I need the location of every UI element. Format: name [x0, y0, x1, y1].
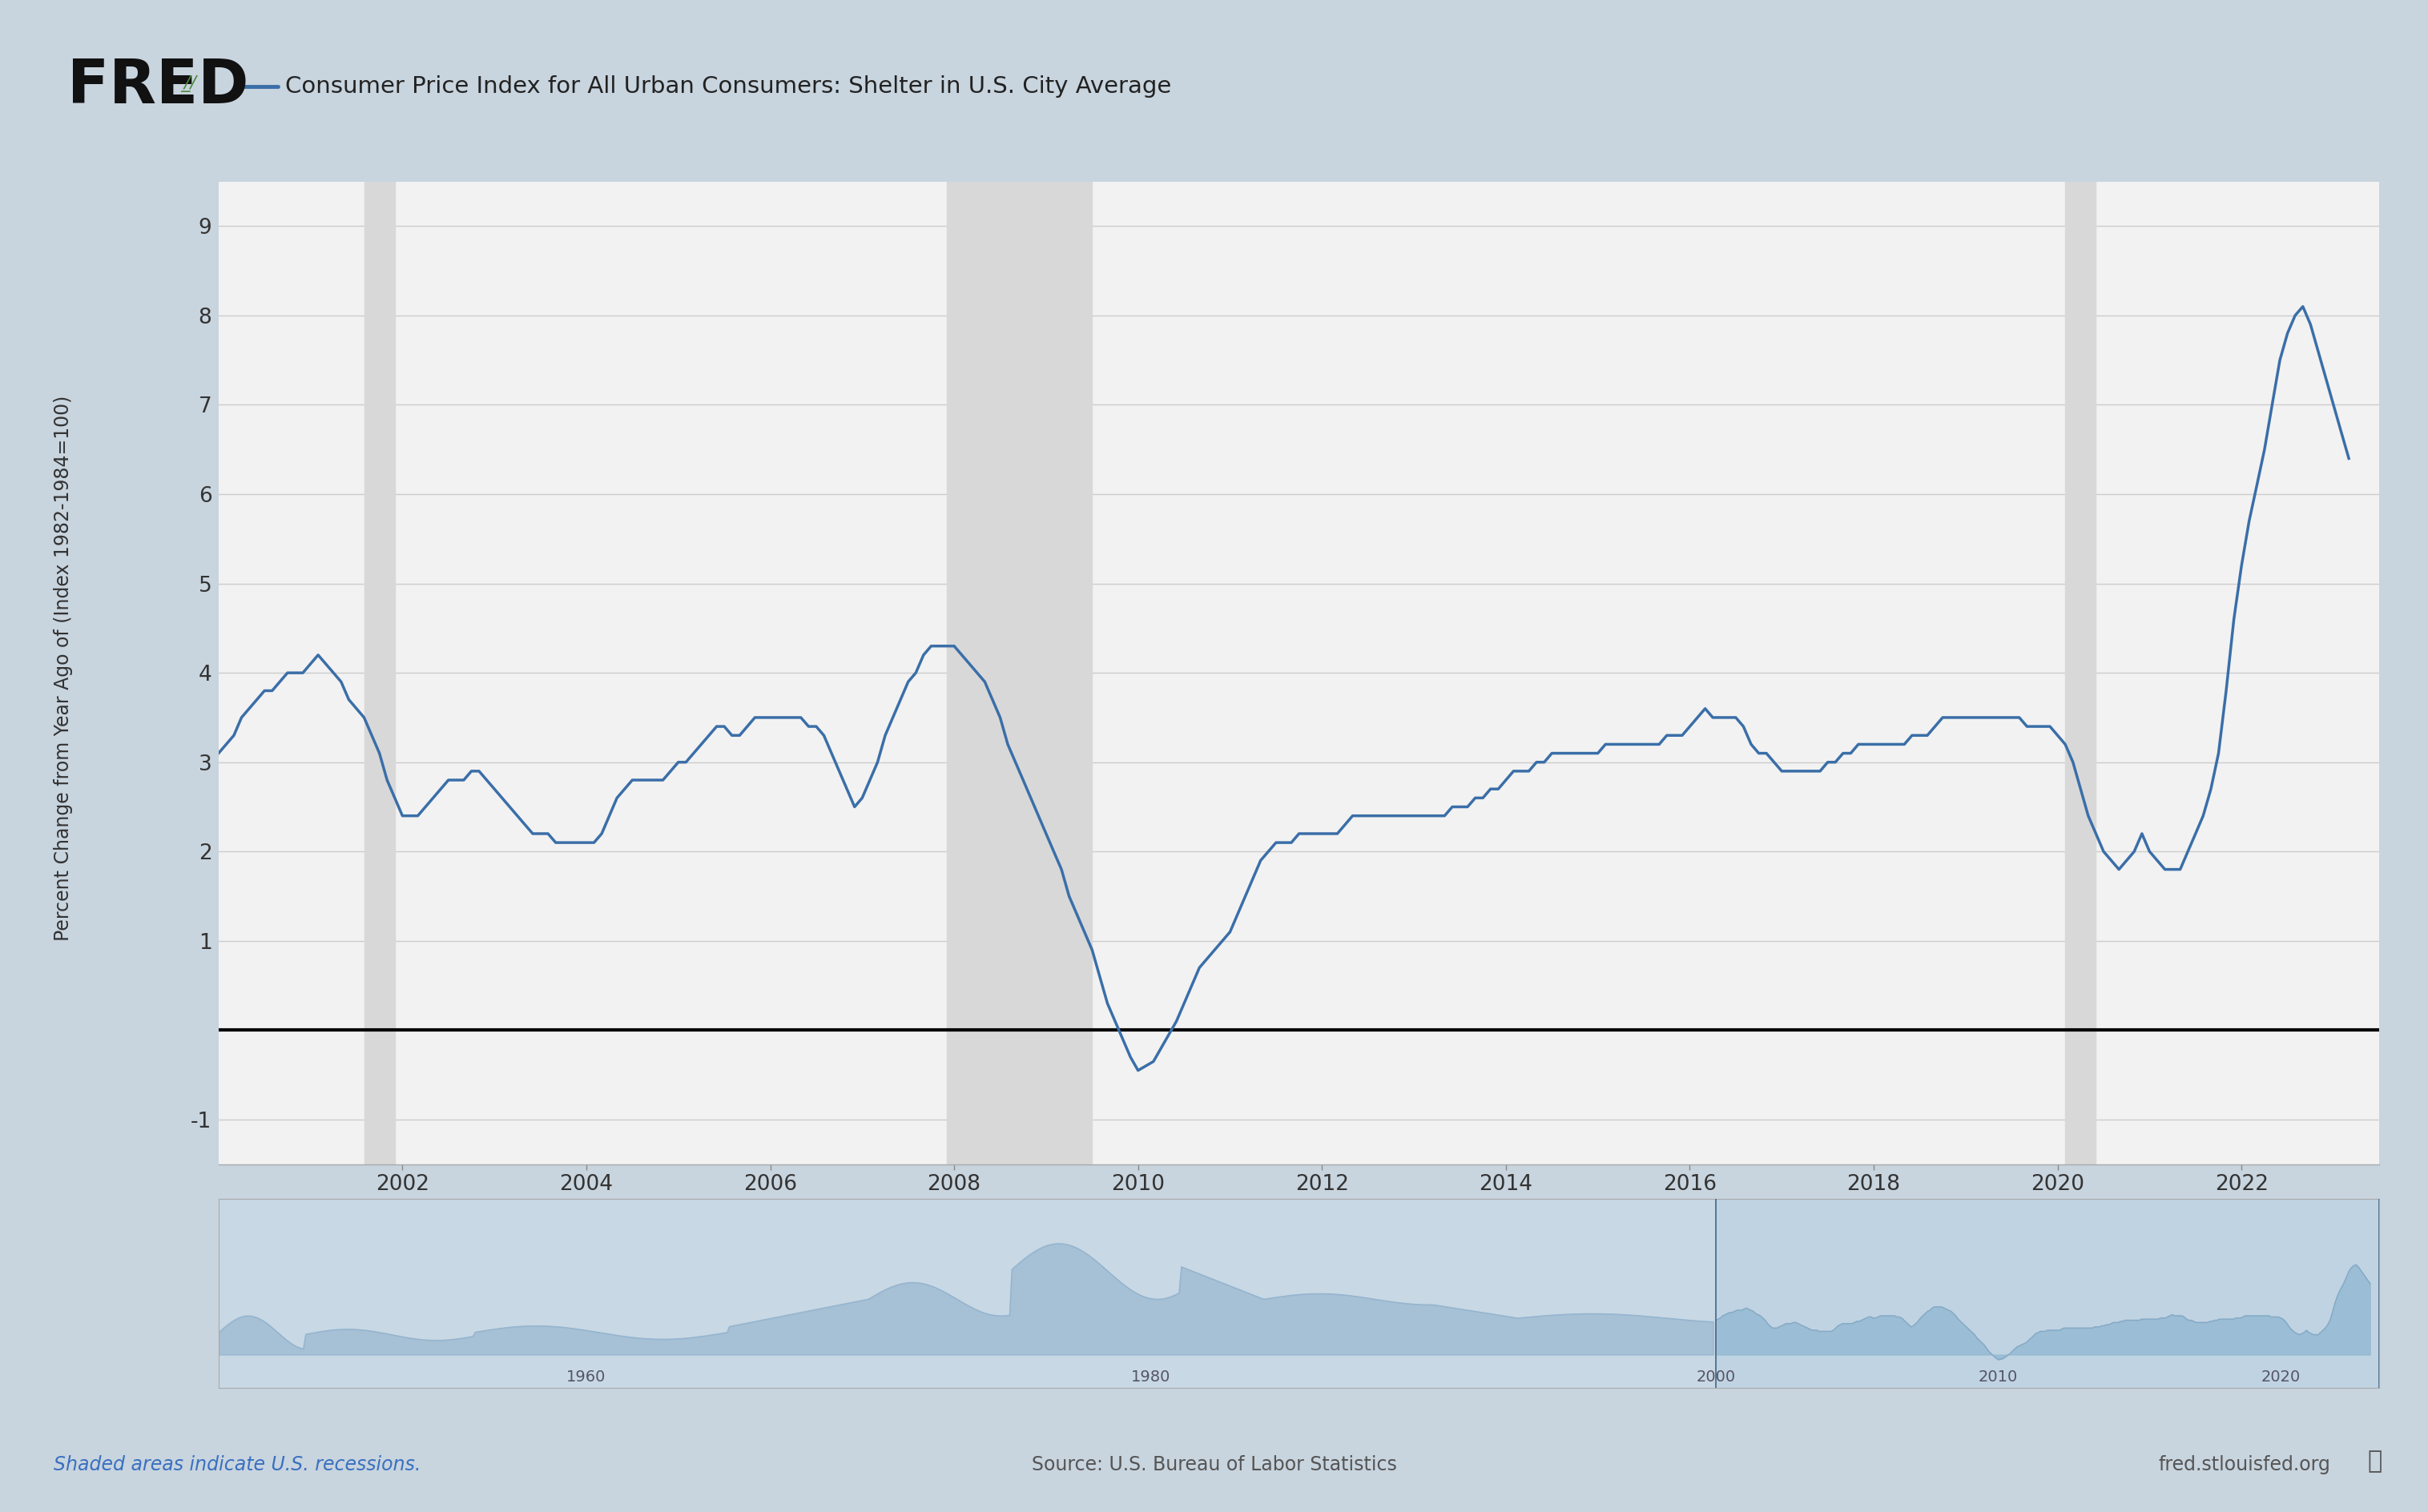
Bar	[947, 181, 1093, 1164]
Text: /̲/: /̲/	[185, 76, 197, 92]
Text: fred.stlouisfed.org: fred.stlouisfed.org	[2158, 1455, 2331, 1474]
Text: Consumer Price Index for All Urban Consumers: Shelter in U.S. City Average: Consumer Price Index for All Urban Consu…	[284, 76, 1170, 97]
Text: FRED: FRED	[68, 56, 248, 116]
Text: Percent Change from Year Ago of (Index 1982-1984=100): Percent Change from Year Ago of (Index 1…	[53, 396, 73, 940]
Bar	[2066, 181, 2095, 1164]
Text: 1980: 1980	[1131, 1370, 1170, 1385]
Text: 2020: 2020	[2260, 1370, 2299, 1385]
Text: ⤢: ⤢	[2367, 1450, 2382, 1473]
Text: Shaded areas indicate U.S. recessions.: Shaded areas indicate U.S. recessions.	[53, 1455, 420, 1474]
Text: 2010: 2010	[1979, 1370, 2018, 1385]
Text: 1960: 1960	[566, 1370, 605, 1385]
Bar	[1717, 1199, 2379, 1388]
Text: 2000: 2000	[1695, 1370, 1736, 1385]
Text: Source: U.S. Bureau of Labor Statistics: Source: U.S. Bureau of Labor Statistics	[1032, 1455, 1396, 1474]
Bar	[364, 181, 396, 1164]
